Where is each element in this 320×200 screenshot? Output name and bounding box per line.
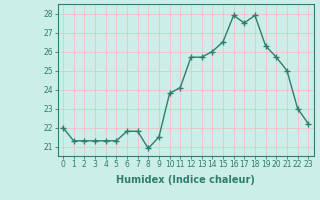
X-axis label: Humidex (Indice chaleur): Humidex (Indice chaleur) — [116, 175, 255, 185]
